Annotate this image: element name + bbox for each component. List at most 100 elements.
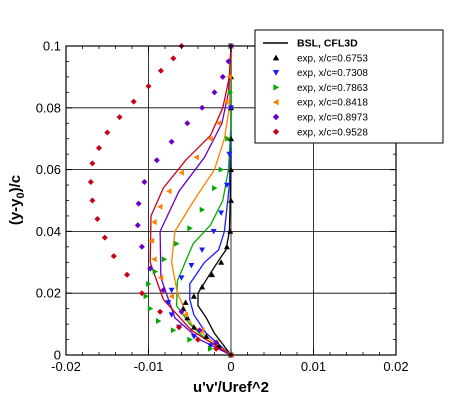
data-marker-s5-p9 [135,200,142,207]
data-marker-s4-p14 [182,311,188,318]
data-marker-s2-p7 [188,263,195,269]
y-tick-label-3: 0.06 [36,162,61,177]
legend: BSL, CFL3D exp, x/c=0.6753 exp, x/c=0.7308… [254,29,444,144]
data-marker-s3-p8 [161,256,168,263]
data-marker-s4-p8 [157,203,163,210]
x-tick-label-1: -0.01 [134,359,164,374]
data-marker-s2-p8 [178,275,185,281]
axis-titles: u'v'/Uref^2 (y-y 0 )/c [7,175,269,396]
data-marker-s3-p16 [208,345,214,352]
data-marker-s6-p9 [87,179,94,185]
bsl-line-4 [159,45,232,356]
data-marker-s3-p14 [170,327,177,334]
data-marker-s6-p7 [96,145,102,151]
legend-label-0: BSL, CFL3D [297,38,358,50]
bsl-line-5 [149,45,232,356]
legend-label-4: exp, x/c=0.8418 [297,98,368,109]
y-axis-title-tail: )/c [7,175,24,193]
data-marker-s3-p11 [143,293,149,300]
data-marker-s5-p14 [178,308,185,315]
data-marker-s3-p5 [199,206,206,213]
data-marker-s2-p11 [168,312,175,318]
data-marker-s2-p10 [165,300,172,306]
data-marker-s2-p13 [190,334,197,340]
data-marker-s1-p6 [227,228,234,234]
legend-label-2: exp, x/c=0.7308 [297,68,368,79]
y-tick-label-5: 0.1 [43,39,61,54]
data-marker-s3-p1 [227,89,234,96]
data-marker-s1-p12 [182,299,189,305]
data-marker-s5-p13 [160,287,167,294]
data-marker-s6-p10 [89,197,96,204]
data-marker-s3-p4 [212,185,218,192]
legend-label-6: exp, x/c=0.9528 [297,127,368,138]
axes [65,45,397,356]
x-axis-title: u'v'/Uref^2 [193,379,269,396]
data-marker-s4-p9 [151,219,157,226]
legend-marker-6 [272,128,280,135]
data-marker-s1-p4 [228,166,234,172]
data-marker-s6-p17 [176,324,182,331]
data-marker-s6-p11 [94,216,101,222]
data-marker-s3-p13 [156,318,162,324]
tick-labels: -0.02 -0.01 0 0.01 0.02 0 0.02 0.04 0.06 0.08 0.1 [36,39,409,375]
data-marker-s4-p3 [215,120,221,127]
data-marker-s6-p1 [170,55,177,62]
data-marker-s3-p12 [147,305,154,312]
data-marker-s4-p12 [157,274,164,281]
data-marker-s1-p7 [223,243,230,250]
data-marker-s6-p19 [213,345,220,352]
data-marker-s1-p14 [184,314,191,321]
data-marker-s1-p9 [209,271,215,278]
data-marker-s1-p11 [190,293,197,299]
data-marker-s6-p18 [195,336,201,343]
data-marker-s2-p4 [218,210,225,216]
data-marker-s1-p15 [190,324,197,330]
data-marker-s2-p5 [210,229,217,235]
data-marker-s4-p2 [223,98,229,105]
legend-marker-2 [272,70,280,76]
data-marker-s3-p7 [174,240,180,247]
data-marker-s1-p10 [199,284,206,290]
data-marker-s6-p12 [101,234,108,241]
data-marker-s6-p4 [130,98,137,105]
data-marker-s6-p8 [89,160,96,167]
data-marker-s5-p2 [219,73,226,80]
data-marker-s5-p10 [134,222,141,229]
data-marker-s3-p9 [152,268,159,275]
y-tick-label-1: 0.02 [36,286,61,301]
data-marker-s4-p1 [226,73,232,80]
data-marker-s6-p2 [157,67,164,74]
y-tick-label-4: 0.08 [36,100,61,115]
data-marker-s3-p6 [187,225,193,232]
legend-marker-4 [272,99,279,106]
bsl-line-0 [197,46,232,356]
data-marker-s3-p3 [218,166,225,173]
data-marker-s1-p16 [203,333,210,339]
y-axis-title-base: (y-y [7,198,24,225]
data-marker-s3-p15 [187,336,193,343]
legend-label-5: exp, x/c=0.8973 [297,113,368,124]
data-marker-s2-p6 [199,247,206,253]
data-marker-s1-p3 [228,135,234,142]
data-marker-s4-p4 [207,135,213,142]
data-marker-s5-p11 [138,243,145,250]
y-tick-label-2: 0.04 [36,224,61,239]
data-marker-s5-p6 [168,138,175,145]
data-marker-s4-p11 [151,256,157,263]
data-marker-s2-p9 [168,287,175,294]
data-marker-s6-p15 [138,290,145,297]
data-marker-s5-p4 [199,104,206,111]
x-tick-label-0: -0.02 [51,359,81,374]
data-marker-s1-p5 [228,197,234,203]
marker-series-group [87,43,234,358]
legend-label-3: exp, x/c=0.7863 [297,83,368,94]
data-marker-s4-p5 [193,154,199,161]
data-marker-s5-p12 [147,265,154,272]
data-marker-s5-p1 [225,58,232,65]
y-tick-label-0: 0 [54,348,61,363]
data-marker-s3-p2 [225,135,231,142]
data-marker-s4-p10 [148,237,155,244]
data-marker-s6-p13 [110,253,117,260]
data-marker-s2-p2 [226,151,233,158]
